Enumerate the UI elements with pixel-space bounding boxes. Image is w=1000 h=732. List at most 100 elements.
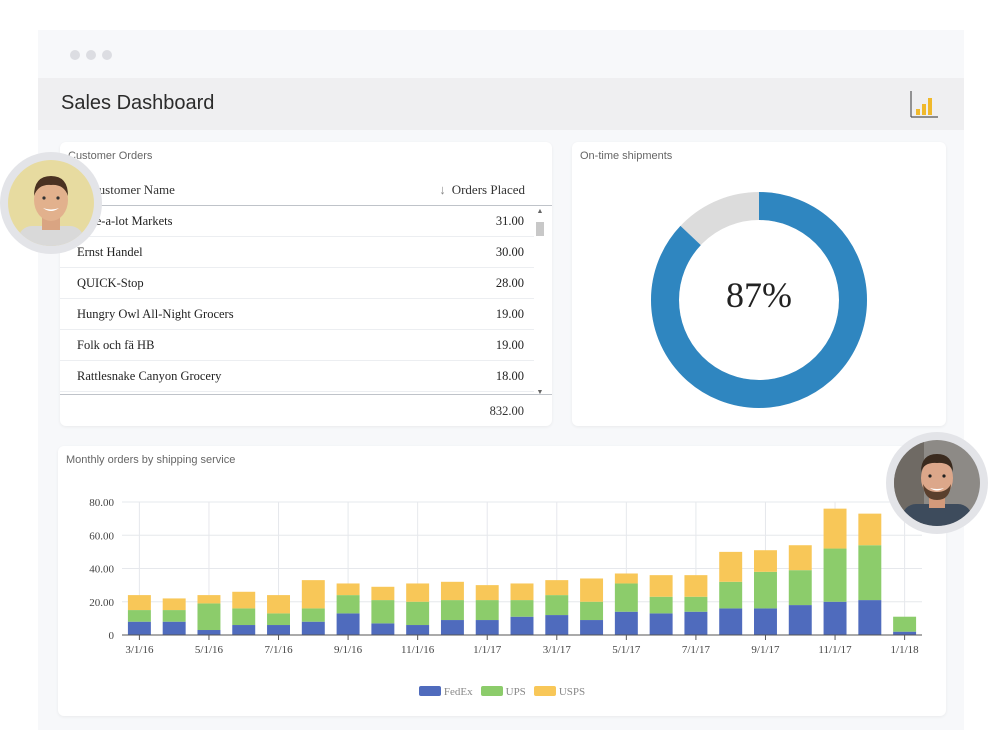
avatar[interactable] [886,432,988,534]
table-row[interactable]: Ernst Handel 30.00 [60,237,534,268]
table-row[interactable]: Hungry Owl All-Night Grocers 19.00 [60,299,534,330]
bar-segment-ups [545,595,569,616]
y-tick-label: 60.00 [89,530,114,542]
window-dot-icon [86,50,96,60]
bar-segment-fedex [649,613,673,635]
bar-segment-ups [649,596,673,614]
x-tick-label: 9/1/16 [334,644,363,656]
table-row[interactable]: Rattlesnake Canyon Grocery 18.00 [60,361,534,392]
legend-swatch [418,686,441,696]
customer-orders-title: Customer Orders [68,150,153,162]
bar-segment-fedex [580,620,604,635]
y-tick-label: 20.00 [89,597,114,609]
table-row[interactable]: Save-a-lot Markets 31.00 [60,206,534,237]
y-tick-label: 80.00 [89,497,114,509]
bar-segment-ups [267,613,290,626]
bar-segment-usps [823,508,847,549]
column-header-orders-placed[interactable]: ↓ Orders Placed [439,182,525,198]
x-tick-label: 3/1/16 [125,644,154,656]
bar-segment-fedex [267,625,290,635]
orders-value-cell: 18.00 [495,369,524,383]
bar-segment-usps [719,551,743,582]
bar-segment-fedex [440,620,464,635]
bar-chart-icon[interactable] [908,88,940,120]
bar-segment-usps [614,573,638,584]
bar-segment-fedex [232,625,256,635]
on-time-percentage: 87% [726,275,792,315]
bar-segment-fedex [336,613,360,635]
bar-segment-usps [336,583,360,596]
bar-segment-ups [719,581,743,609]
bar-segment-usps [545,580,569,596]
bar-segment-usps [267,595,290,614]
bar-segment-fedex [545,615,569,635]
legend-item-ups[interactable]: UPS [480,686,526,698]
orders-value-cell: 19.00 [495,338,524,352]
legend-label: FedEx [443,686,473,698]
customer-name-cell: Save-a-lot Markets [77,214,173,228]
table-row[interactable]: QUICK-Stop 28.00 [60,268,534,299]
bar-segment-usps [162,598,186,611]
orders-table-body: Save-a-lot Markets 31.00 Ernst Handel 30.0… [60,206,552,396]
orders-total: 832.00 [489,404,524,418]
bar-segment-usps [788,545,812,571]
bar-segment-usps [649,575,673,597]
on-time-shipments-title: On-time shipments [580,150,673,162]
bar-segment-usps [858,513,882,546]
bar-segment-usps [754,550,777,572]
x-tick-label: 11/1/16 [401,644,435,656]
avatar[interactable] [0,152,102,254]
bar-segment-usps [197,595,221,604]
x-tick-label: 7/1/17 [682,644,711,656]
legend-item-usps[interactable]: USPS [533,686,585,698]
bar-segment-usps [440,581,464,601]
bar-segment-usps [371,586,395,601]
orders-value-cell: 19.00 [495,307,524,321]
orders-table-header: Customer Name ↓ Orders Placed [60,174,552,206]
bar-segment-ups [232,608,256,626]
bar-segment-usps [301,580,325,609]
bar-segment-usps [580,578,604,602]
y-tick-label: 40.00 [89,564,114,576]
customer-name-cell: Rattlesnake Canyon Grocery [77,369,222,383]
x-tick-label: 3/1/17 [543,644,572,656]
bar-segment-fedex [127,621,151,635]
scroll-down-icon[interactable]: ▼ [536,389,544,396]
scrollbar-thumb[interactable] [536,222,544,236]
bar-segment-usps [406,583,430,602]
orders-value-cell: 31.00 [495,214,524,228]
monthly-orders-bar-chart: 80.00 60.00 40.00 20.00 0 3/1/16 5/1/16 7/1/16 9… [89,497,922,656]
column-header-customer-name[interactable]: Customer Name [90,182,175,197]
bar-segment-usps [510,583,534,601]
bar-segment-ups [858,545,882,601]
bar-segment-fedex [406,625,430,635]
dashboard-header: Sales Dashboard [38,78,964,130]
bar-segment-ups [301,608,325,622]
y-tick-label: 0 [109,630,115,642]
window-titlebar [38,30,964,78]
donut-on-time-segment[interactable] [651,192,867,408]
bar-segment-fedex [475,620,499,635]
scroll-up-icon[interactable]: ▲ [536,208,544,215]
bar-segment-ups [127,610,151,622]
x-tick-label: 1/1/18 [891,644,920,656]
bar-segment-usps [232,591,256,609]
page-title: Sales Dashboard [61,92,215,114]
bar-segment-ups [475,600,499,621]
legend-item-fedex[interactable]: FedEx [418,686,473,698]
bar-segment-fedex [858,600,882,635]
bar-segment-usps [475,585,499,601]
bar-segment-fedex [197,630,221,635]
x-tick-label: 7/1/16 [264,644,293,656]
table-row[interactable]: Folk och fä HB 19.00 [60,330,534,361]
person-photo-icon [894,440,980,526]
bar-segment-ups [440,600,464,621]
legend-swatch [480,686,503,696]
bar-segment-usps [684,575,708,597]
bar-segment-fedex [893,631,917,635]
orders-scrollbar[interactable]: ▲ ▼ [534,206,546,396]
bar-segment-ups [197,603,221,631]
bar-segment-ups [371,600,395,624]
person-photo-icon [8,160,94,246]
orders-value-cell: 30.00 [495,245,524,259]
